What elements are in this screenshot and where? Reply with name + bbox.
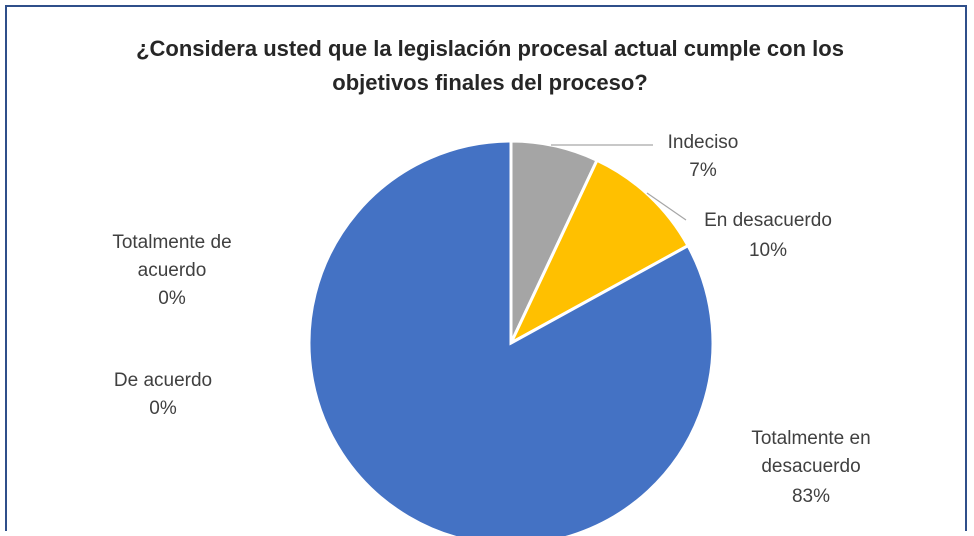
slice-label-en-desacuerdo-value: 10% bbox=[749, 240, 787, 261]
slice-label-en-desacuerdo-name: En desacuerdo bbox=[704, 210, 832, 231]
slice-label-indeciso-name: Indeciso bbox=[668, 132, 739, 153]
slice-label-totalmente-en-desacuerdo-name-2: desacuerdo bbox=[761, 456, 860, 477]
slice-label-totalmente-de-acuerdo-name-1: Totalmente de bbox=[112, 232, 231, 253]
chart-title-line-1: ¿Considera usted que la legislación proc… bbox=[136, 36, 844, 61]
slice-label-totalmente-en-desacuerdo-name-1: Totalmente en bbox=[751, 428, 870, 449]
slice-label-de-acuerdo-name: De acuerdo bbox=[114, 370, 212, 391]
chart-title-line-2: objetivos finales del proceso? bbox=[332, 70, 647, 95]
pie-slices bbox=[307, 139, 715, 536]
slice-label-de-acuerdo-value: 0% bbox=[149, 398, 177, 419]
slice-label-indeciso-value: 7% bbox=[689, 160, 717, 181]
slice-label-totalmente-en-desacuerdo-value: 83% bbox=[792, 486, 830, 507]
pie-slice-en-desacuerdo bbox=[507, 158, 691, 347]
slice-label-totalmente-de-acuerdo-name-2: acuerdo bbox=[138, 260, 207, 281]
leader-line-en-desacuerdo bbox=[646, 192, 687, 221]
slice-label-totalmente-de-acuerdo-value: 0% bbox=[158, 288, 186, 309]
chart-frame bbox=[5, 5, 967, 531]
pie-slice-totalmente-en-desacuerdo bbox=[307, 139, 715, 536]
